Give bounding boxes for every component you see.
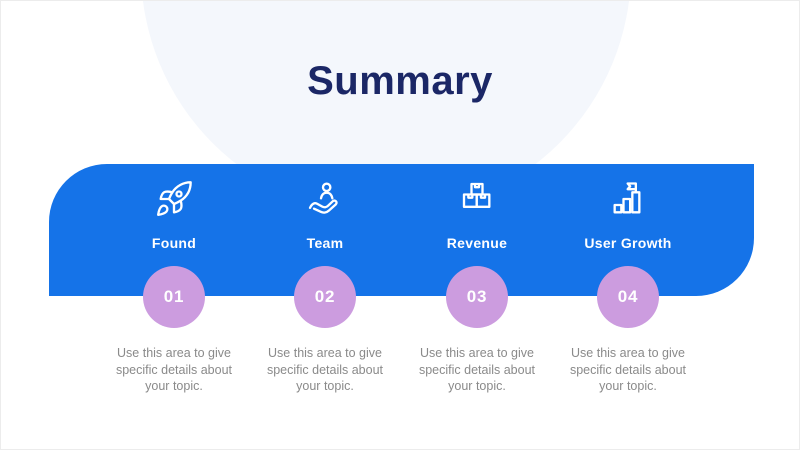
column-label: User Growth (584, 235, 672, 251)
column-label: Revenue (446, 235, 508, 251)
column-description: Use this area to give specific details a… (115, 346, 233, 393)
column-label: Found (151, 235, 197, 251)
summary-column-team: Team 02 Use this area to give specific d… (245, 179, 405, 411)
boxes-icon (457, 179, 497, 219)
summary-column-found: Found 01 Use this area to give specific … (94, 179, 254, 411)
step-number: 02 (314, 287, 336, 306)
step-number-badge: 01 (143, 266, 205, 328)
step-number: 03 (466, 287, 488, 306)
step-number-badge: 02 (294, 266, 356, 328)
column-description: Use this area to give specific details a… (569, 346, 687, 393)
step-number: 04 (617, 287, 639, 306)
column-label: Team (306, 235, 344, 251)
rocket-icon (154, 179, 194, 219)
column-description: Use this area to give specific details a… (266, 346, 384, 393)
hand-person-icon (305, 179, 345, 219)
column-description: Use this area to give specific details a… (418, 346, 536, 393)
summary-column-revenue: Revenue 03 Use this area to give specifi… (397, 179, 557, 411)
step-number-badge: 03 (446, 266, 508, 328)
bar-chart-flag-icon (608, 179, 648, 219)
summary-column-user-growth: User Growth 04 Use this area to give spe… (548, 179, 708, 411)
page-title: Summary (307, 59, 493, 103)
step-number-badge: 04 (597, 266, 659, 328)
step-number: 01 (163, 287, 185, 306)
